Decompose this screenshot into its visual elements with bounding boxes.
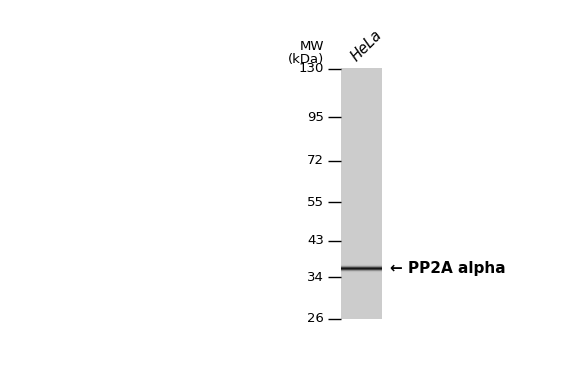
Text: ← PP2A alpha: ← PP2A alpha (390, 261, 505, 276)
Text: 55: 55 (307, 196, 324, 209)
Text: HeLa: HeLa (349, 28, 385, 64)
Text: 26: 26 (307, 313, 324, 325)
Text: (kDa): (kDa) (288, 53, 324, 67)
Text: MW: MW (300, 40, 324, 53)
Text: 130: 130 (299, 62, 324, 75)
Text: 43: 43 (307, 234, 324, 247)
Text: 72: 72 (307, 154, 324, 167)
Text: 34: 34 (307, 271, 324, 284)
Text: 95: 95 (307, 111, 324, 124)
